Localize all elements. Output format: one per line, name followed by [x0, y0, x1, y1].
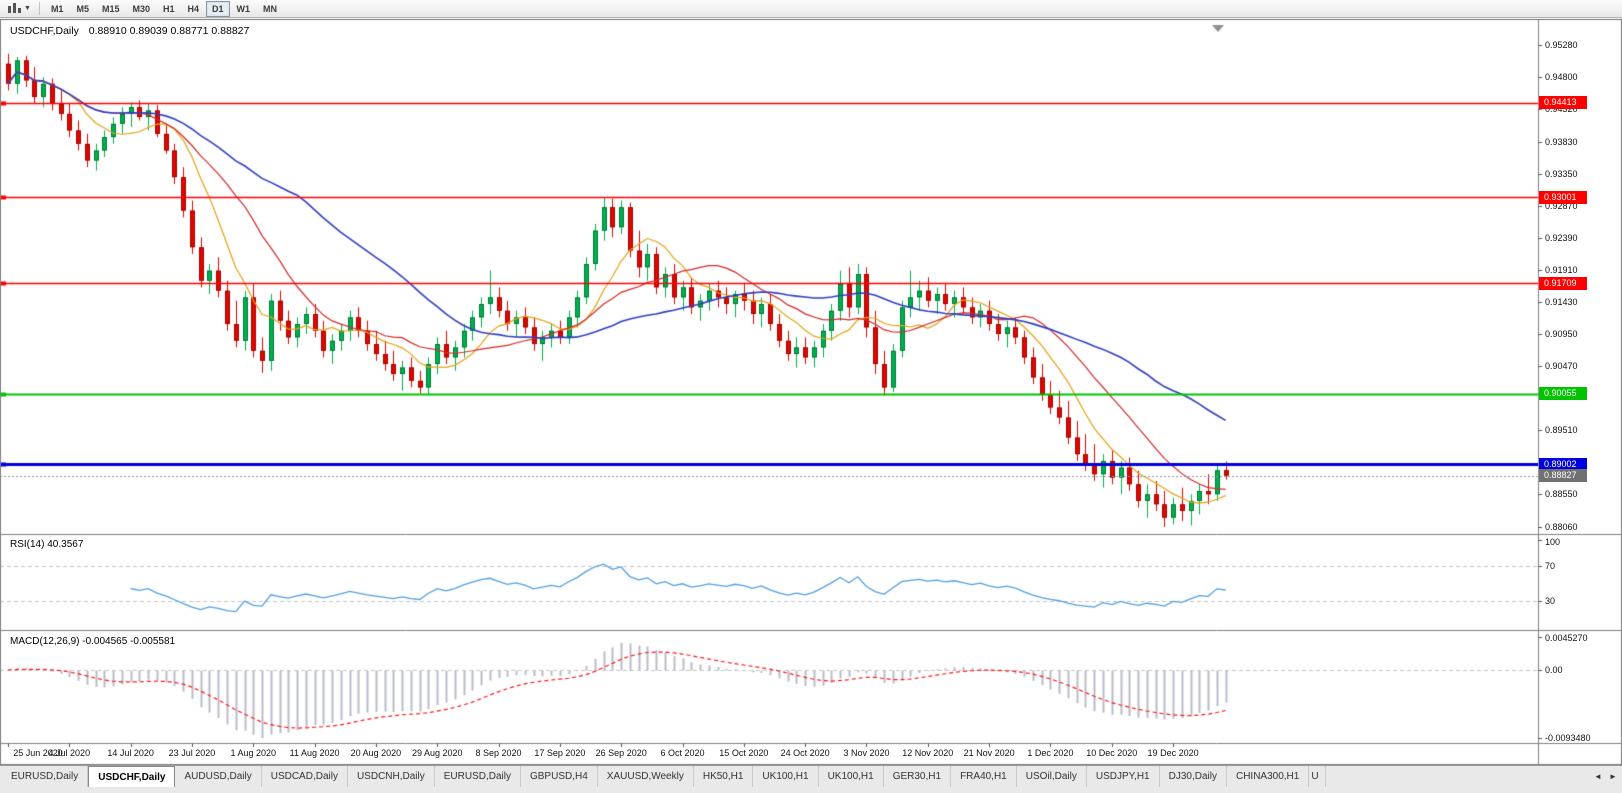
macd-indicator-label: MACD(12,26,9) -0.004565 -0.005581	[10, 636, 176, 647]
hline-price-badge: 0.93001	[1539, 190, 1587, 204]
ohlc-values: 0.88910 0.89039 0.88771 0.88827	[88, 25, 250, 37]
date-axis-label: 15 Oct 2020	[719, 748, 769, 758]
chart-tab-u[interactable]: U	[1309, 766, 1327, 787]
macd-axis-label: -0.0093480	[1545, 733, 1591, 743]
bid-price-badge: 0.88827	[1539, 469, 1587, 483]
date-axis-label: 23 Jul 2020	[168, 748, 216, 758]
rsi-axis-label: 100	[1545, 537, 1561, 547]
timeframe-button-m1[interactable]: M1	[50, 3, 64, 14]
hline-price-badge: 0.90055	[1539, 387, 1587, 401]
chart-window: USDCHF,Daily 0.88910 0.89039 0.88771 0.8…	[0, 19, 1622, 765]
date-axis-label: 3 Nov 2020	[843, 748, 890, 758]
macd-axis-label: 0.00	[1545, 664, 1563, 675]
price-axis-label: 0.88550	[1545, 489, 1578, 500]
price-axis-label: 0.93350	[1545, 168, 1578, 179]
date-axis-label: 1 Aug 2020	[230, 748, 277, 758]
date-axis-label: 24 Oct 2020	[780, 748, 830, 758]
price-axis-label: 0.92390	[1545, 232, 1578, 243]
price-chart-canvas[interactable]	[0, 19, 1622, 765]
timeframe-button-mn[interactable]: MN	[263, 3, 278, 14]
timeframe-button-m15[interactable]: M15	[101, 3, 120, 14]
chart-tab-xauusd-weekly[interactable]: XAUUSD,Weekly	[598, 766, 694, 787]
price-axis-label: 0.93830	[1545, 136, 1578, 147]
price-axis-label: 0.92870	[1545, 200, 1578, 211]
chart-tab-uk100-h1[interactable]: UK100,H1	[753, 766, 819, 787]
date-axis-label: 14 Jul 2020	[107, 748, 154, 758]
chart-tab-usoil-daily[interactable]: USOil,Daily	[1017, 766, 1087, 787]
date-axis-label: 25 Jun 2020	[13, 748, 63, 758]
rsi-axis-label: 30	[1545, 595, 1556, 606]
scroll-tabs-left-button[interactable]: ◄	[1594, 772, 1602, 781]
chart-tab-uk100-h1[interactable]: UK100,H1	[819, 766, 884, 787]
timeframe-toolbar: M1 M5 M15 M30 H1 H4 D1 W1 MN	[45, 0, 283, 17]
timeframe-button-d1[interactable]: D1	[206, 0, 230, 17]
timeframe-button-w1[interactable]: W1	[236, 3, 251, 14]
date-axis-label: 4 Jul 2020	[48, 748, 91, 758]
top-toolbar: ▼ M1 M5 M15 M30 H1 H4 D1 W1 MN	[0, 0, 1622, 18]
scroll-tabs-right-button[interactable]: ►	[1609, 772, 1617, 781]
price-axis-label: 0.88060	[1545, 521, 1578, 532]
timeframe-button-m5[interactable]: M5	[76, 3, 89, 14]
date-axis-label: 21 Nov 2020	[963, 748, 1015, 758]
price-axis-label: 0.90950	[1545, 329, 1578, 340]
chart-tab-usdchf-daily[interactable]: USDCHF,Daily	[88, 766, 176, 787]
chart-tab-eurusd-daily[interactable]: EURUSD,Daily	[435, 766, 521, 787]
date-axis-label: 1 Dec 2020	[1027, 748, 1074, 758]
date-axis-label: 26 Sep 2020	[595, 748, 647, 758]
date-axis-label: 17 Sep 2020	[534, 748, 586, 758]
chart-tab-usdjpy-h1[interactable]: USDJPY,H1	[1087, 766, 1160, 787]
rsi-indicator-label: RSI(14) 40.3567	[10, 539, 84, 550]
candlestick-chart-icon	[8, 3, 21, 13]
chart-tab-audusd-daily[interactable]: AUDUSD,Daily	[175, 766, 262, 787]
price-axis-label: 0.91430	[1545, 297, 1578, 308]
timeframe-button-m30[interactable]: M30	[132, 3, 150, 14]
chart-tab-ger30-h1[interactable]: GER30,H1	[884, 766, 952, 787]
chart-type-button[interactable]: ▼	[4, 1, 34, 16]
chart-tab-hk50-h1[interactable]: HK50,H1	[694, 766, 754, 787]
date-axis-label: 8 Sep 2020	[475, 748, 522, 758]
chart-tab-china300-h1[interactable]: CHINA300,H1	[1227, 766, 1310, 787]
hline-price-badge: 0.89002	[1539, 457, 1587, 471]
chart-tab-eurusd-daily[interactable]: EURUSD,Daily	[2, 766, 89, 787]
date-axis-label: 12 Nov 2020	[902, 748, 954, 758]
chart-tab-dj30-daily[interactable]: DJ30,Daily	[1160, 766, 1227, 787]
chart-tab-gbpusd-h4[interactable]: GBPUSD,H4	[521, 766, 598, 787]
symbol-timeframe-label: USDCHF,Daily	[10, 25, 79, 37]
chart-title: USDCHF,Daily 0.88910 0.89039 0.88771 0.8…	[10, 25, 249, 37]
timeframe-button-h4[interactable]: H4	[187, 3, 200, 14]
price-axis-label: 0.94800	[1545, 72, 1578, 83]
rsi-axis-label: 70	[1545, 561, 1556, 572]
chart-tab-usdcad-daily[interactable]: USDCAD,Daily	[262, 766, 348, 787]
chart-tab-fra40-h1[interactable]: FRA40,H1	[951, 766, 1017, 787]
timeframe-button-h1[interactable]: H1	[163, 3, 175, 14]
chart-tab-usdcnh-daily[interactable]: USDCNH,Daily	[348, 766, 435, 787]
date-axis-label: 19 Dec 2020	[1147, 748, 1199, 758]
price-axis-label: 0.90470	[1545, 361, 1578, 372]
tab-list: EURUSD,Daily USDCHF,Daily AUDUSD,Daily USDC…	[0, 766, 1589, 787]
price-axis-label: 0.91910	[1545, 264, 1578, 275]
macd-axis-label: 0.0045270	[1545, 633, 1588, 643]
date-axis-label: 6 Oct 2020	[660, 748, 705, 758]
hline-price-badge: 0.94413	[1539, 96, 1587, 110]
price-axis-label: 0.95280	[1545, 40, 1578, 51]
date-axis-label: 29 Aug 2020	[411, 748, 463, 758]
chevron-down-icon: ▼	[24, 4, 31, 12]
tab-scroll-buttons: ◄ ►	[1589, 766, 1622, 787]
date-axis-label: 20 Aug 2020	[350, 748, 402, 758]
date-axis-label: 10 Dec 2020	[1086, 748, 1138, 758]
chart-tabs-bar: EURUSD,Daily USDCHF,Daily AUDUSD,Daily USDC…	[0, 765, 1622, 787]
price-axis-label: 0.89510	[1545, 425, 1578, 436]
toolbar-separator	[38, 2, 40, 15]
date-axis-label: 11 Aug 2020	[289, 748, 340, 758]
hline-price-badge: 0.91709	[1539, 276, 1587, 290]
